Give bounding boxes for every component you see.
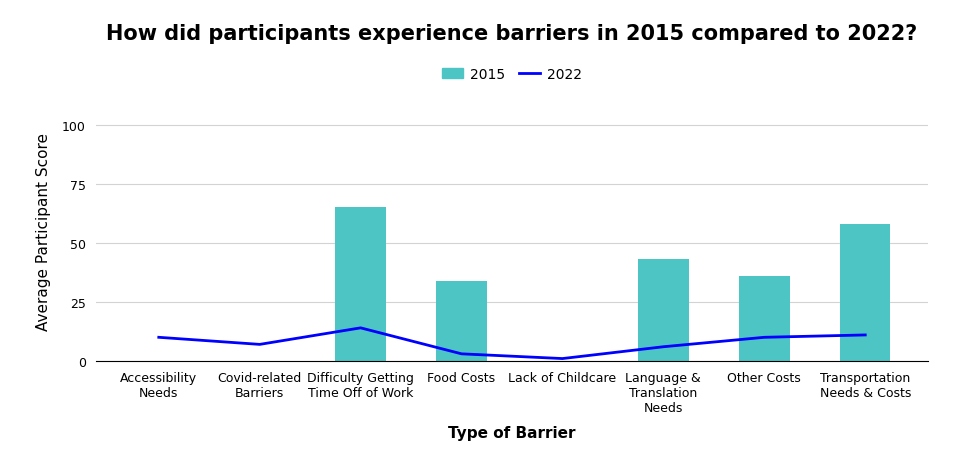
Bar (436, 281, 487, 361)
X-axis label: Type of Barrier: Type of Barrier (448, 425, 576, 440)
Title: How did participants experience barriers in 2015 compared to 2022?: How did participants experience barriers… (106, 24, 918, 44)
Legend: 2015, 2022: 2015, 2022 (436, 62, 588, 87)
Bar (638, 260, 689, 361)
Bar (840, 225, 890, 361)
Y-axis label: Average Participant Score: Average Participant Score (36, 133, 51, 330)
Bar (739, 276, 790, 361)
Bar (335, 208, 386, 361)
